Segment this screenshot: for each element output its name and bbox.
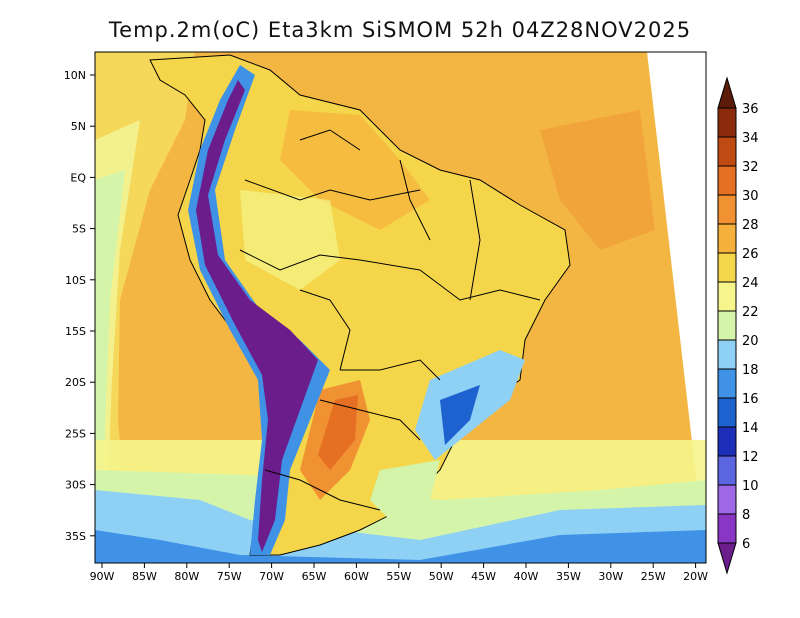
land-green-south — [370, 460, 440, 520]
lon-label: 35W — [556, 570, 581, 583]
lon-label: 80W — [174, 570, 199, 583]
colorbar-swatch — [717, 397, 737, 428]
lon-label: 55W — [386, 570, 411, 583]
colorbar-label: 6 — [742, 537, 750, 552]
lat-label: 5S — [72, 223, 86, 236]
colorbar-swatch — [717, 310, 737, 341]
lat-label: 25S — [65, 427, 86, 440]
colorbar-label: 12 — [742, 450, 759, 465]
colorbar-swatch — [717, 194, 737, 225]
colorbar-label: 32 — [742, 160, 759, 175]
colorbar-swatch — [717, 455, 737, 486]
colorbar-swatch — [717, 339, 737, 370]
colorbar-swatch — [717, 281, 737, 312]
lon-label: 40W — [514, 570, 539, 583]
colorbar-label: 28 — [742, 218, 759, 233]
lat-label: 15S — [65, 325, 86, 338]
colorbar-label: 20 — [742, 334, 759, 349]
colorbar-swatch — [717, 165, 737, 196]
longitude-axis: 90W 85W 80W 75W 70W 65W 60W 55W 50W 45W 40W 35W 30W 2… — [90, 563, 708, 583]
colorbar-top-arrow — [717, 76, 737, 109]
colorbar-swatch — [717, 513, 737, 544]
colorbar-swatch — [717, 136, 737, 167]
lat-label: 30S — [65, 479, 86, 492]
colorbar-swatch — [717, 426, 737, 457]
colorbar-swatch — [717, 368, 737, 399]
colorbar-label: 26 — [742, 247, 759, 262]
lat-label: 35S — [65, 530, 86, 543]
land-cold-southeast — [440, 385, 480, 445]
lat-label: 20S — [65, 376, 86, 389]
land-warm-north — [280, 110, 430, 230]
lon-label: 20W — [683, 570, 708, 583]
lon-label: 25W — [641, 570, 666, 583]
ocean-south-deep — [95, 530, 706, 563]
lon-label: 50W — [429, 570, 454, 583]
map-frame — [94, 51, 707, 564]
colorbar-label: 8 — [742, 508, 750, 523]
lat-label: EQ — [70, 171, 86, 184]
lat-label: 5N — [71, 120, 86, 133]
map-panel — [95, 52, 706, 563]
andes-cold — [196, 80, 318, 552]
lon-label: 90W — [90, 570, 115, 583]
colorbar-label: 36 — [742, 102, 759, 117]
lat-label: 10N — [64, 69, 86, 82]
lon-label: 60W — [344, 570, 369, 583]
colorbar-label: 14 — [742, 421, 759, 436]
latitude-axis: 10N 5N EQ 5S 10S 15S 20S 25S 30S 35S — [64, 69, 95, 543]
colorbar-label: 16 — [742, 392, 759, 407]
lon-label: 85W — [132, 570, 157, 583]
colorbar-label: 30 — [742, 189, 759, 204]
colorbar-label: 24 — [742, 276, 759, 291]
colorbar-swatch — [717, 252, 737, 283]
lon-label: 75W — [217, 570, 242, 583]
lon-label: 30W — [598, 570, 623, 583]
ocean-east-hot — [540, 110, 655, 250]
lon-label: 70W — [259, 570, 284, 583]
map-title: Temp.2m(oC) Eta3km SiSMOM 52h 04Z28NOV20… — [108, 18, 692, 42]
colorbar-swatch — [717, 484, 737, 515]
colorbar-label: 34 — [742, 131, 759, 146]
land-warm-chaco-core — [318, 395, 358, 470]
lat-label: 10S — [65, 274, 86, 287]
colorbar-label: 10 — [742, 479, 759, 494]
lon-label: 45W — [471, 570, 496, 583]
land-pale-central — [240, 190, 340, 290]
south-america-land — [149, 54, 571, 556]
colorbar-bottom-arrow — [717, 542, 737, 575]
colorbar: 6 8 10 12 14 16 18 20 22 24 26 28 30 32 34 36 — [717, 76, 759, 575]
lon-label: 65W — [302, 570, 327, 583]
colorbar-swatch — [717, 107, 737, 138]
colorbar-label: 22 — [742, 305, 759, 320]
country-borders — [239, 129, 541, 511]
colorbar-label: 18 — [742, 363, 759, 378]
colorbar-swatch — [717, 223, 737, 254]
